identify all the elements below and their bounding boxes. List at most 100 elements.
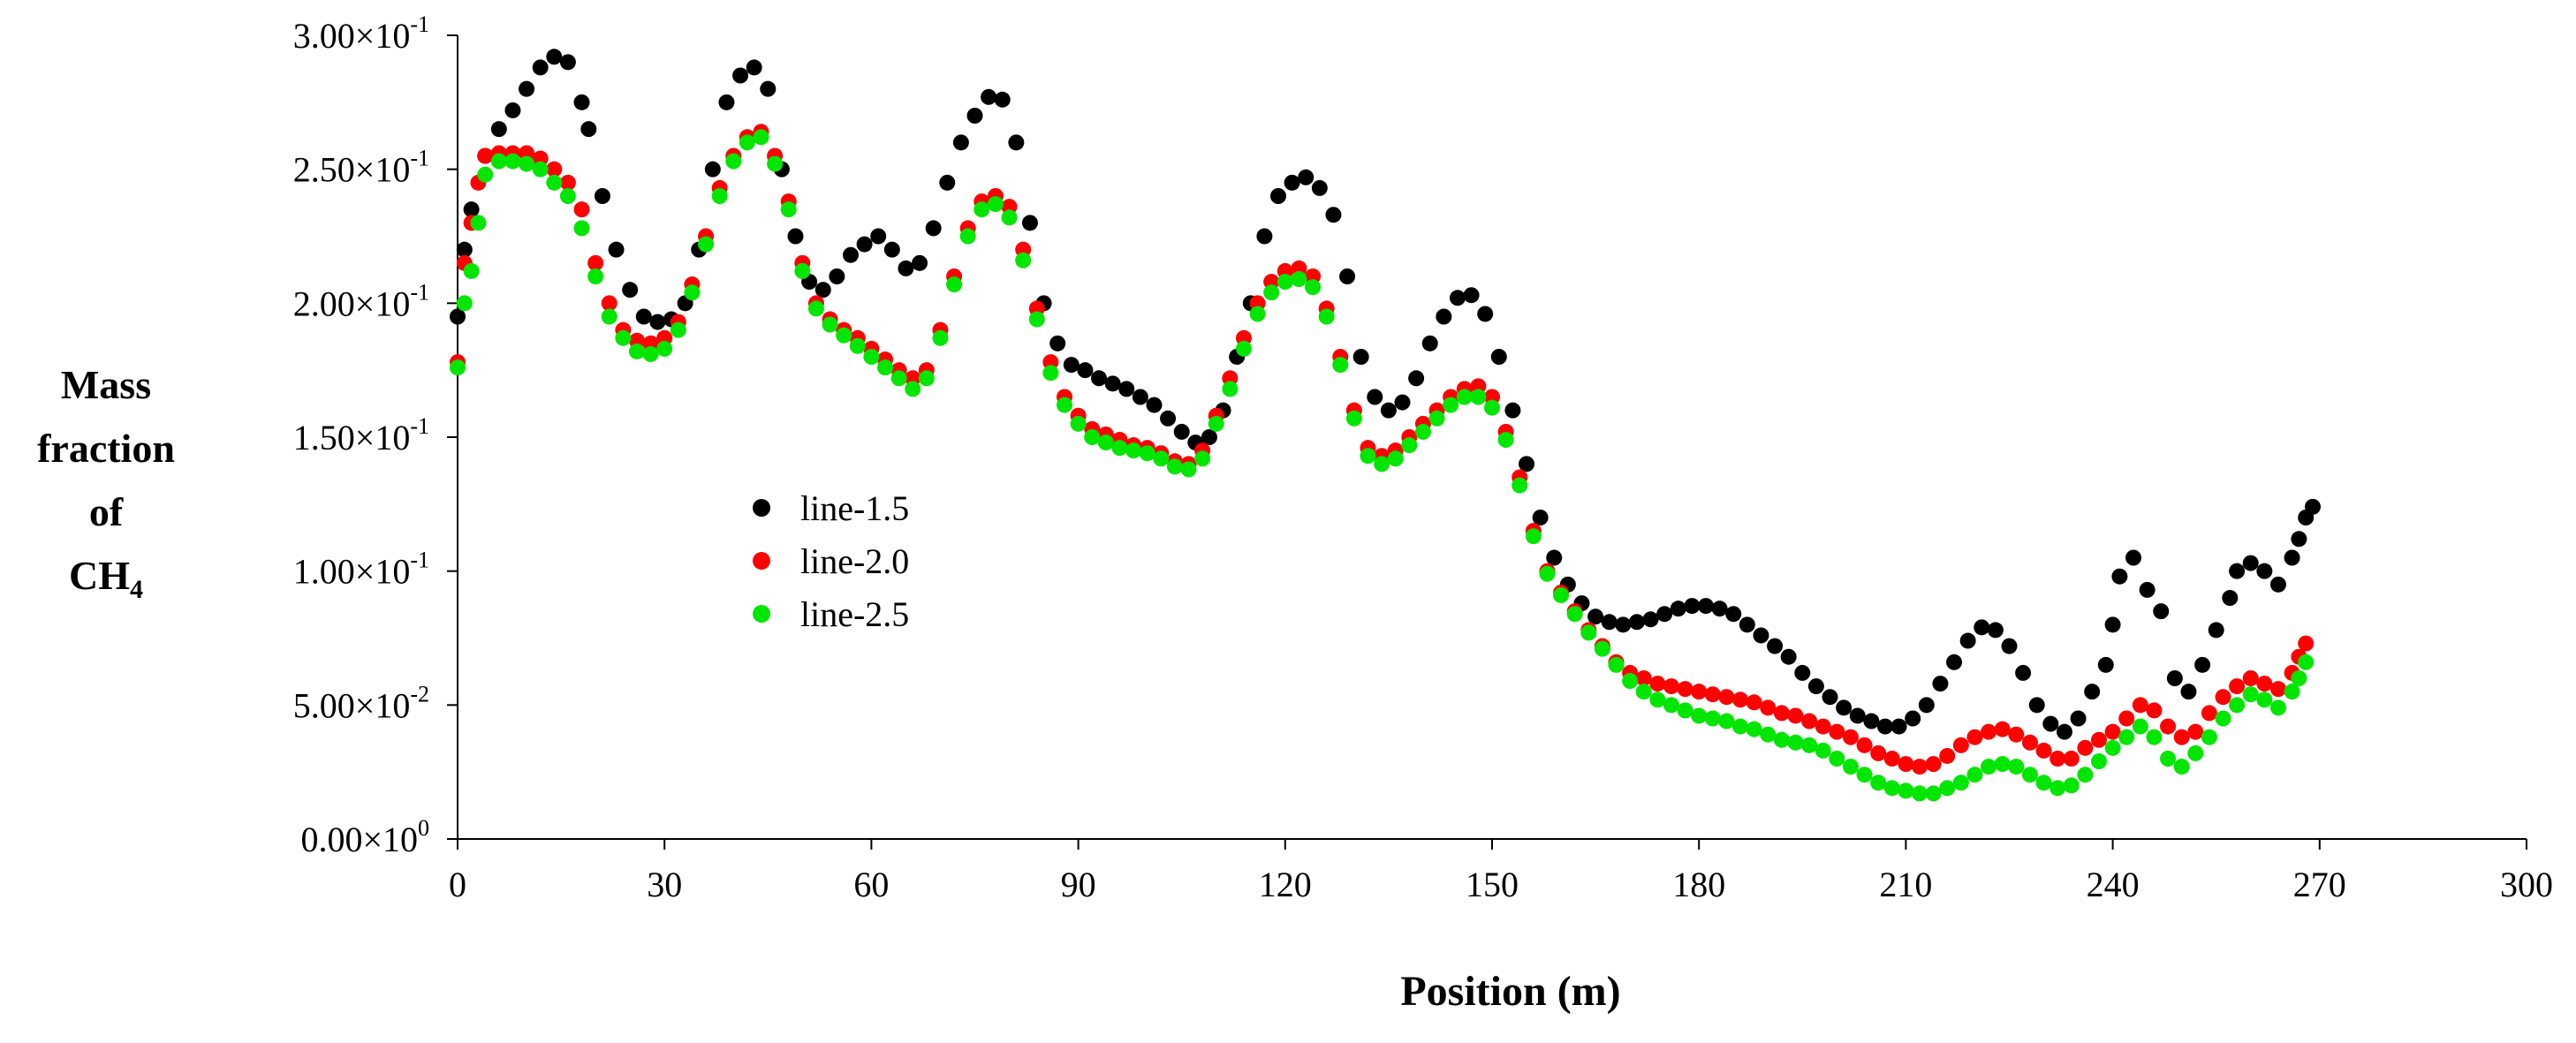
data-point-line-2.5 [1801, 737, 1818, 753]
data-point-line-2.5 [1456, 389, 1473, 405]
data-point-line-2.0 [1925, 756, 1942, 773]
data-point-line-2.5 [2077, 767, 2094, 783]
data-point-line-1.5 [1670, 601, 1686, 617]
data-point-line-2.5 [450, 359, 466, 376]
data-point-line-2.5 [1443, 397, 1459, 413]
data-point-line-2.5 [2021, 767, 2038, 783]
data-point-line-2.5 [1401, 437, 1418, 454]
data-point-line-1.5 [1946, 654, 1963, 670]
data-point-line-1.5 [2084, 684, 2101, 700]
data-point-line-2.5 [1263, 284, 1280, 301]
data-point-line-2.5 [1898, 782, 1914, 799]
data-point-line-2.5 [1787, 734, 1804, 751]
y-ticks: 0.00×100 5.00×10-2 1.00×10-1 1.50×10-1 2.00×… [293, 11, 458, 859]
data-point-line-2.0 [1952, 737, 1969, 753]
data-point-line-1.5 [732, 67, 749, 84]
data-point-line-2.5 [2256, 692, 2273, 708]
data-point-line-2.5 [1235, 340, 1252, 357]
data-point-line-2.5 [2104, 739, 2121, 756]
y-label-subscript: 4 [130, 575, 143, 605]
y-tick-label: 1.50×10-1 [293, 413, 429, 457]
data-point-line-1.5 [2111, 568, 2128, 585]
data-point-line-2.5 [1691, 707, 1708, 724]
data-point-line-2.5 [1070, 415, 1087, 432]
data-point-line-1.5 [1132, 389, 1148, 405]
y-label-line-2: fraction [37, 426, 175, 471]
data-point-line-1.5 [925, 220, 942, 237]
x-tick-label: 270 [2293, 865, 2346, 904]
data-point-line-1.5 [1311, 179, 1328, 196]
x-tick-label: 240 [2087, 865, 2140, 904]
data-point-line-2.0 [1732, 692, 1749, 708]
legend-marker-line-1-5 [753, 499, 770, 517]
data-point-line-1.5 [1269, 188, 1286, 204]
data-point-line-1.5 [1077, 362, 1094, 379]
data-point-line-2.5 [1374, 456, 1390, 472]
data-point-line-2.5 [725, 153, 742, 170]
data-point-line-2.5 [849, 337, 866, 354]
data-point-line-1.5 [2056, 723, 2072, 740]
data-point-line-2.5 [1649, 692, 1666, 708]
data-point-line-2.5 [1387, 450, 1404, 467]
data-point-line-2.5 [1677, 702, 1693, 719]
legend-label-line-2-5: line-2.5 [800, 593, 910, 634]
data-point-line-2.5 [684, 284, 701, 301]
data-point-line-2.0 [2298, 635, 2315, 652]
data-point-line-1.5 [450, 308, 466, 325]
data-point-line-1.5 [1408, 370, 1425, 387]
data-point-line-2.0 [1939, 747, 1956, 764]
data-point-line-2.5 [1966, 767, 1983, 783]
data-point-line-1.5 [2180, 684, 2197, 700]
data-point-line-1.5 [622, 282, 639, 299]
data-point-line-1.5 [1918, 697, 1935, 714]
data-point-line-1.5 [1490, 349, 1507, 365]
data-point-line-1.5 [504, 102, 521, 118]
data-point-line-1.5 [814, 282, 831, 299]
series-line-2.5 [450, 129, 2315, 802]
data-point-line-2.5 [822, 316, 838, 333]
data-point-line-1.5 [718, 94, 735, 110]
data-point-line-1.5 [870, 228, 887, 245]
data-point-line-2.5 [2201, 729, 2217, 745]
data-point-line-1.5 [2304, 498, 2321, 515]
data-point-line-1.5 [1836, 699, 1852, 716]
data-point-line-1.5 [1863, 713, 1880, 729]
y-label-ch: CH [69, 553, 130, 598]
data-point-line-2.0 [1883, 751, 1900, 767]
data-point-line-2.5 [2229, 697, 2246, 714]
data-point-line-1.5 [760, 80, 777, 97]
data-point-line-2.5 [1208, 415, 1224, 432]
data-point-line-1.5 [1601, 614, 1618, 631]
data-point-line-2.5 [794, 262, 811, 279]
data-point-line-2.5 [1856, 767, 1873, 783]
data-point-line-1.5 [1146, 397, 1163, 413]
data-point-line-2.0 [1704, 686, 1721, 703]
data-point-line-1.5 [1463, 287, 1480, 304]
data-point-line-2.0 [1663, 678, 1679, 695]
data-point-line-2.5 [2132, 718, 2148, 735]
data-point-line-2.0 [1649, 676, 1666, 692]
legend-item: line-2.0 [753, 534, 909, 587]
data-point-line-2.5 [519, 155, 535, 172]
data-point-line-2.5 [1539, 565, 1556, 582]
data-point-line-2.5 [1180, 461, 1197, 478]
data-point-line-2.0 [1635, 670, 1652, 686]
data-point-line-2.5 [1732, 718, 1749, 735]
data-point-line-2.5 [573, 220, 590, 237]
x-tick-label: 60 [853, 865, 889, 904]
series-line-2.0 [450, 124, 2315, 775]
data-point-line-2.5 [1939, 780, 1956, 797]
data-point-line-2.5 [463, 262, 480, 279]
data-point-line-2.0 [1787, 707, 1804, 724]
x-axis-label: Position (m) [1400, 968, 1621, 1015]
data-point-line-2.5 [532, 161, 549, 178]
data-point-line-2.0 [477, 147, 494, 164]
data-point-line-2.5 [1718, 713, 1735, 729]
x-tick-label: 210 [1879, 865, 1932, 904]
data-point-line-1.5 [456, 241, 473, 258]
data-point-line-1.5 [1753, 627, 1769, 644]
data-point-line-2.0 [1966, 729, 1983, 745]
data-point-line-1.5 [2256, 563, 2273, 579]
data-point-line-1.5 [1628, 614, 1645, 631]
